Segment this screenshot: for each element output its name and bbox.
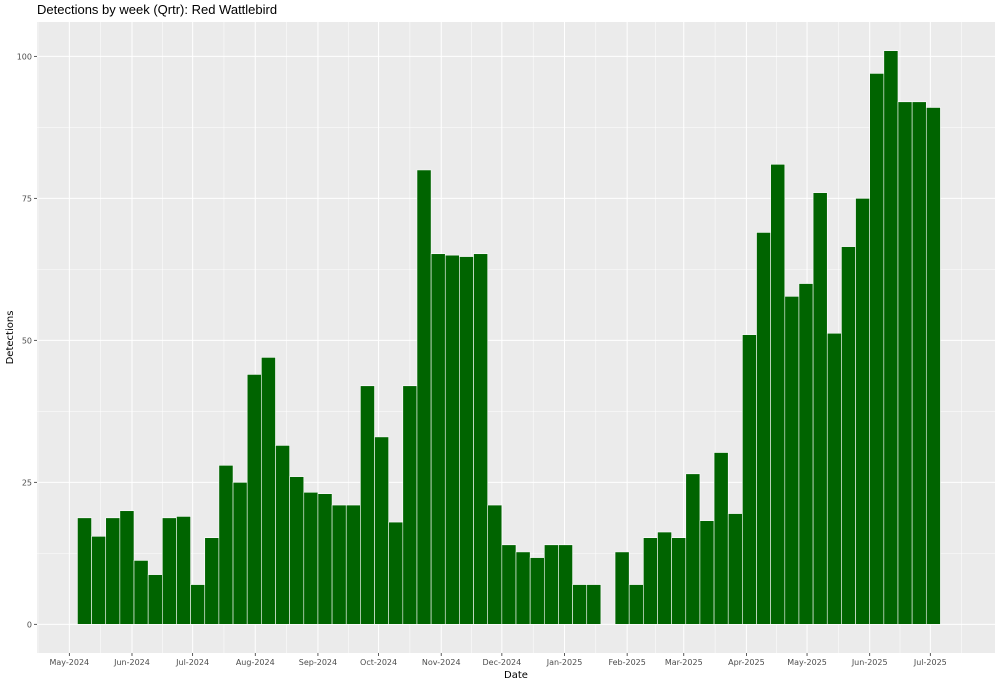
bar	[275, 445, 290, 625]
bar	[798, 283, 814, 625]
x-tick-label: Aug-2024	[236, 658, 275, 667]
bar	[261, 357, 276, 625]
bar	[204, 537, 220, 625]
x-tick-label: Jun-2025	[851, 658, 888, 667]
y-axis-label: Detections	[5, 311, 16, 365]
bar	[643, 537, 658, 625]
bar	[176, 516, 191, 625]
bar	[77, 517, 92, 625]
bar	[883, 50, 899, 625]
bar	[119, 510, 135, 625]
bar	[303, 491, 319, 625]
bar	[925, 107, 941, 625]
y-tick-label: 75	[22, 194, 32, 203]
bar	[232, 482, 248, 625]
x-tick-label: Oct-2024	[360, 658, 397, 667]
bar	[558, 544, 573, 625]
bar	[657, 531, 672, 625]
bar	[218, 464, 234, 625]
x-tick-label: Apr-2025	[728, 658, 765, 667]
bar	[105, 517, 121, 625]
bar	[699, 520, 715, 625]
bar	[897, 101, 913, 625]
bar	[444, 254, 460, 625]
x-tick-label: Mar-2025	[665, 658, 703, 667]
bar	[586, 584, 602, 625]
bar	[543, 544, 559, 625]
bar	[812, 192, 828, 625]
bar	[402, 385, 418, 625]
bar	[388, 521, 404, 625]
y-tick-label: 100	[17, 52, 32, 61]
bar	[529, 557, 545, 625]
bar	[572, 584, 588, 625]
bar	[855, 198, 870, 625]
bar	[91, 535, 107, 625]
x-tick-label: Nov-2024	[422, 658, 461, 667]
bar	[770, 163, 786, 625]
bar	[826, 332, 842, 625]
bar	[671, 537, 687, 625]
bar	[911, 101, 927, 625]
bar	[628, 584, 644, 625]
x-tick-label: May-2024	[50, 658, 90, 667]
x-axis: May-2024 Jun-2024 Jul-2024 Aug-2024 Sep-2024…	[50, 653, 947, 667]
bar	[473, 253, 489, 625]
bar	[331, 504, 347, 625]
bar	[756, 232, 771, 625]
bar	[246, 374, 262, 625]
y-axis: 0 25 50 75 100	[17, 52, 37, 629]
x-tick-label: Sep-2024	[299, 658, 337, 667]
y-tick-label: 25	[22, 478, 32, 487]
bar	[289, 476, 305, 625]
bar	[430, 253, 446, 625]
bar	[459, 256, 474, 625]
bar	[841, 246, 856, 625]
bar	[345, 504, 361, 625]
x-tick-label: Jul-2025	[913, 658, 947, 667]
y-tick-label: 50	[22, 336, 32, 345]
bar	[147, 574, 163, 625]
bar	[133, 560, 149, 625]
bar	[784, 296, 800, 625]
bar	[487, 504, 503, 625]
x-tick-label: Jan-2025	[546, 658, 583, 667]
chart-title: Detections by week (Qrtr): Red Wattlebir…	[37, 2, 278, 17]
bars	[77, 50, 941, 625]
bar	[374, 436, 389, 625]
x-tick-label: Dec-2024	[482, 658, 521, 667]
x-axis-label: Date	[504, 670, 528, 681]
x-tick-label: Jun-2024	[113, 658, 150, 667]
bar	[685, 473, 701, 625]
bar	[501, 544, 517, 625]
x-tick-label: Feb-2025	[608, 658, 645, 667]
bar	[515, 551, 531, 625]
bar	[360, 385, 375, 625]
bar	[869, 73, 885, 625]
x-tick-label: May-2025	[787, 658, 827, 667]
bar	[416, 169, 432, 625]
bar	[727, 513, 743, 625]
bar	[614, 551, 630, 625]
bar	[742, 334, 757, 625]
x-tick-label: Jul-2024	[175, 658, 209, 667]
bar	[190, 584, 206, 625]
bar	[317, 493, 333, 625]
bar	[162, 517, 177, 625]
bar	[713, 452, 729, 625]
y-tick-label: 0	[27, 620, 32, 629]
